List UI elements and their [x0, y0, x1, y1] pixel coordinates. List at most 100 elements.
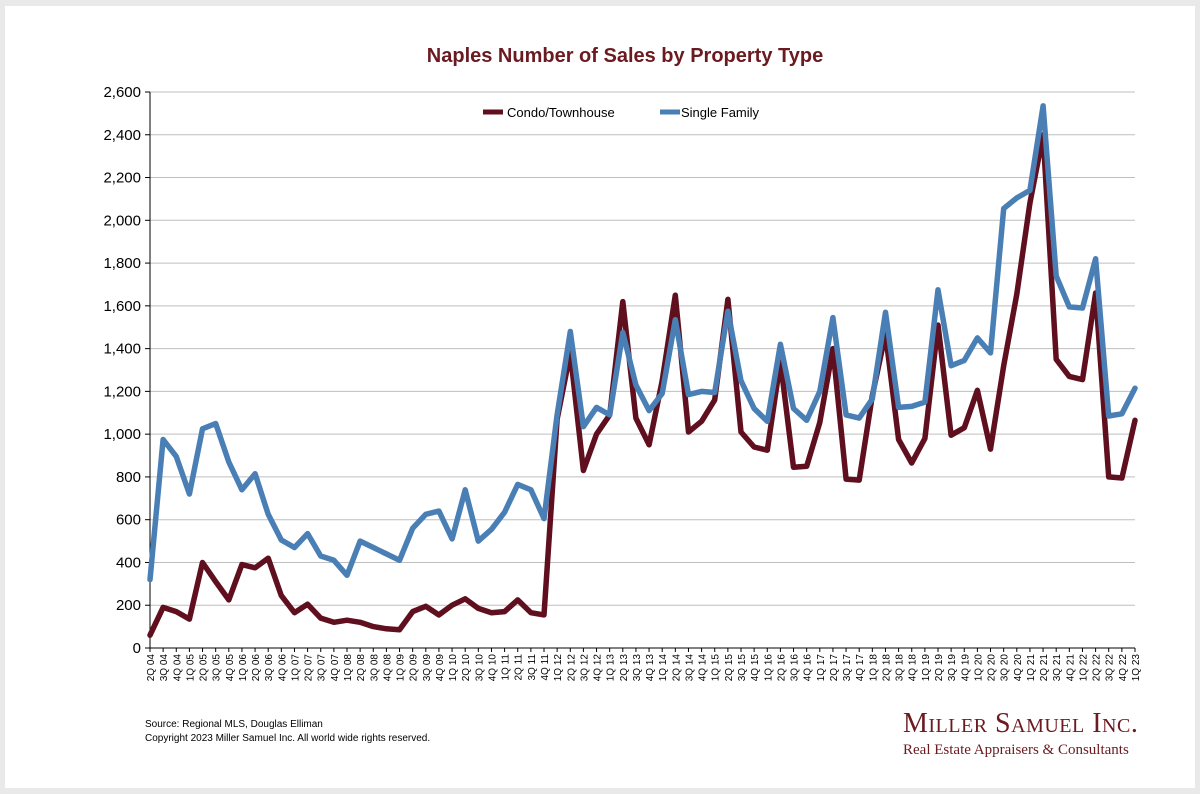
x-tick-label: 4Q 17 — [855, 654, 866, 682]
x-tick-label: 2Q 14 — [671, 654, 682, 682]
x-tick-label: 1Q 14 — [658, 654, 669, 682]
x-tick-label: 1Q 15 — [711, 654, 722, 682]
x-tick-label: 1Q 10 — [448, 654, 459, 682]
x-tick-label: 2Q 16 — [776, 654, 787, 682]
x-tick-label: 4Q 21 — [1065, 654, 1076, 682]
x-tick-label: 1Q 20 — [973, 654, 984, 682]
x-tick-label: 4Q 04 — [172, 654, 183, 682]
y-tick-label: 2,400 — [103, 127, 141, 144]
x-tick-label: 1Q 05 — [185, 654, 196, 682]
series-line-condo — [147, 132, 1138, 638]
x-tick-label: 4Q 08 — [382, 654, 393, 682]
x-tick-label: 4Q 15 — [750, 654, 761, 682]
logo-name: Miller Samuel Inc. — [903, 708, 1139, 739]
x-tick-label: 2Q 13 — [619, 654, 630, 682]
x-tick-label: 4Q 18 — [908, 654, 919, 682]
series-lines — [147, 103, 1138, 638]
chart-title: Naples Number of Sales by Property Type — [427, 45, 823, 67]
x-tick-label: 1Q 07 — [290, 654, 301, 682]
x-tick-label: 2Q 04 — [146, 654, 157, 682]
x-tick-label: 2Q 22 — [1092, 654, 1103, 682]
x-tick-label: 2Q 05 — [199, 654, 210, 682]
y-tick-label: 1,800 — [103, 255, 141, 272]
x-tick-label: 3Q 08 — [369, 654, 380, 682]
x-tick-label: 1Q 21 — [1026, 654, 1037, 682]
x-tick-label: 1Q 08 — [343, 654, 354, 682]
source-line: Source: Regional MLS, Douglas Elliman — [145, 719, 323, 730]
x-tick-label: 3Q 07 — [317, 654, 328, 682]
x-tick-label: 2Q 21 — [1039, 654, 1050, 682]
x-tick-label: 1Q 18 — [868, 654, 879, 682]
x-tick-label: 4Q 05 — [225, 654, 236, 682]
x-tick-label: 2Q 20 — [987, 654, 998, 682]
x-tick-label: 2Q 10 — [461, 654, 472, 682]
series-line-single-family — [147, 103, 1138, 583]
y-tick-label: 800 — [116, 469, 141, 486]
legend-label-condo: Condo/Townhouse — [507, 105, 615, 120]
line-chart: Naples Number of Sales by Property Type … — [103, 45, 1142, 681]
x-tick-label: 2Q 09 — [409, 654, 420, 682]
x-tick-label: 3Q 06 — [264, 654, 275, 682]
x-tick-label: 3Q 20 — [1000, 654, 1011, 682]
axes — [149, 92, 1135, 649]
x-tick-label: 1Q 17 — [816, 654, 827, 682]
company-logo: Miller Samuel Inc. Real Estate Appraiser… — [903, 708, 1138, 759]
x-tick-label: 3Q 05 — [212, 654, 223, 682]
x-tick-label: 2Q 18 — [881, 654, 892, 682]
x-tick-label: 4Q 16 — [803, 654, 814, 682]
x-tick-label: 4Q 07 — [330, 654, 341, 682]
x-tick-label: 2Q 17 — [829, 654, 840, 682]
legend-label-single-family: Single Family — [681, 105, 760, 120]
x-axis-ticks: 2Q 04 3Q 04 4Q 04 1Q 05 2Q 05 3Q 05 4Q 05 1Q 06… — [146, 648, 1142, 681]
x-tick-label: 4Q 19 — [960, 654, 971, 682]
x-tick-label: 3Q 16 — [790, 654, 801, 682]
x-tick-label: 2Q 19 — [934, 654, 945, 682]
x-tick-label: 2Q 08 — [356, 654, 367, 682]
x-tick-label: 3Q 21 — [1052, 654, 1063, 682]
x-tick-label: 4Q 13 — [645, 654, 656, 682]
y-tick-label: 1,400 — [103, 341, 141, 358]
x-tick-label: 3Q 15 — [737, 654, 748, 682]
x-tick-label: 2Q 15 — [724, 654, 735, 682]
copyright-line: Copyright 2023 Miller Samuel Inc. All wo… — [145, 733, 431, 744]
x-tick-label: 1Q 22 — [1078, 654, 1089, 682]
y-tick-label: 2,600 — [103, 84, 141, 101]
x-tick-label: 3Q 11 — [527, 654, 538, 681]
x-tick-label: 3Q 09 — [422, 654, 433, 682]
x-tick-label: 1Q 11 — [501, 654, 512, 681]
x-tick-label: 3Q 22 — [1105, 654, 1116, 682]
x-tick-label: 4Q 12 — [593, 654, 604, 682]
y-axis-ticks: 0 200 400 600 800 1,000 1,200 1,400 1,600 1,800 2,… — [103, 84, 150, 657]
x-tick-label: 3Q 19 — [947, 654, 958, 682]
source-note: Source: Regional MLS, Douglas Elliman Co… — [145, 718, 430, 746]
x-tick-label: 1Q 09 — [396, 654, 407, 682]
legend: Condo/Townhouse Single Family — [483, 105, 760, 120]
x-tick-label: 3Q 04 — [159, 654, 170, 682]
x-tick-label: 1Q 19 — [921, 654, 932, 682]
x-tick-label: 3Q 17 — [842, 654, 853, 682]
x-tick-label: 4Q 20 — [1013, 654, 1024, 682]
x-tick-label: 4Q 14 — [698, 654, 709, 682]
x-tick-label: 1Q 13 — [606, 654, 617, 682]
x-tick-label: 1Q 16 — [763, 654, 774, 682]
x-tick-label: 4Q 11 — [540, 654, 551, 681]
chart-page: Naples Number of Sales by Property Type … — [5, 6, 1195, 788]
y-tick-label: 1,200 — [103, 383, 141, 400]
y-tick-label: 1,600 — [103, 298, 141, 315]
x-tick-label: 2Q 06 — [251, 654, 262, 682]
logo-tagline: Real Estate Appraisers & Consultants — [903, 742, 1129, 758]
x-tick-label: 2Q 07 — [304, 654, 315, 682]
y-tick-label: 2,000 — [103, 212, 141, 229]
y-tick-label: 400 — [116, 554, 141, 571]
x-tick-label: 1Q 12 — [553, 654, 564, 682]
x-tick-label: 2Q 12 — [566, 654, 577, 682]
x-tick-label: 2Q 11 — [514, 654, 525, 681]
y-tick-label: 0 — [133, 640, 141, 657]
x-tick-label: 1Q 23 — [1131, 654, 1142, 682]
y-tick-label: 1,000 — [103, 426, 141, 443]
x-tick-label: 3Q 14 — [684, 654, 695, 682]
x-tick-label: 4Q 06 — [277, 654, 288, 682]
y-tick-label: 200 — [116, 597, 141, 614]
x-tick-label: 3Q 13 — [632, 654, 643, 682]
x-tick-label: 1Q 06 — [238, 654, 249, 682]
